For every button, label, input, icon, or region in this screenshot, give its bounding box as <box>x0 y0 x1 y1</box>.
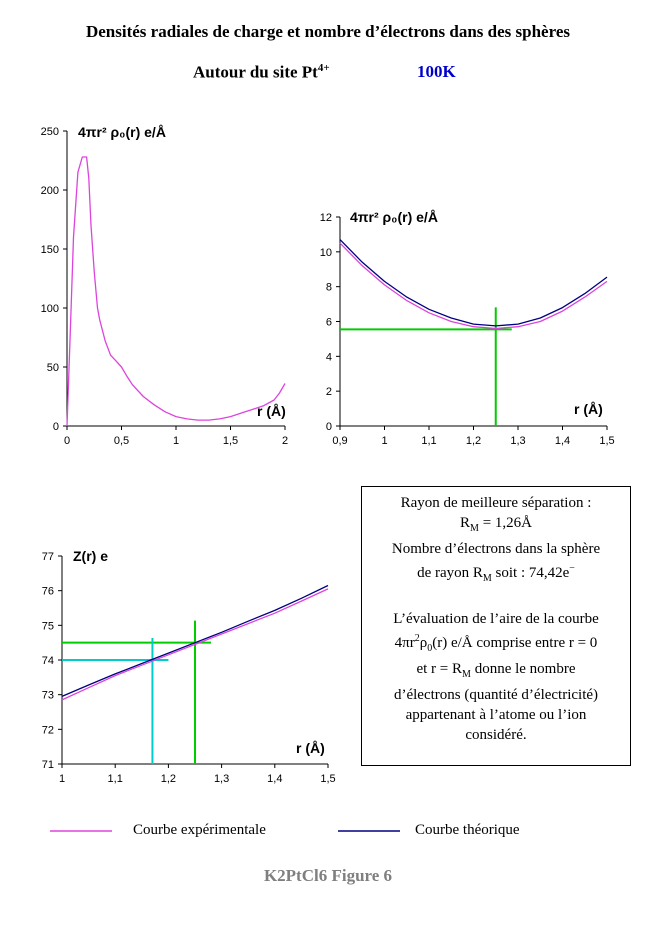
y-tick-label: 71 <box>42 759 54 771</box>
y-tick-label: 0 <box>326 421 332 433</box>
legend-theoretical: Courbe théorique <box>415 822 520 838</box>
y-axis-label: 4πr² ρ₀(r) e/Å <box>78 124 166 140</box>
y-tick-label: 200 <box>41 185 59 197</box>
chart-1: 0 0,5 1 1,5 2 0 50 100 150 200 250 4πr² ρ₀(r) e/Å r … <box>41 124 288 447</box>
y-tick-label: 4 <box>326 351 332 363</box>
y-tick-label: 2 <box>326 386 332 398</box>
y-axis-label: 4πr² ρ₀(r) e/Å <box>350 209 438 225</box>
page-title: Densités radiales de charge et nombre d’… <box>85 22 570 41</box>
info-line: et r = RM donne le nombre <box>416 661 576 680</box>
x-tick-label: 2 <box>282 435 288 447</box>
x-tick-label: 1,3 <box>214 773 229 785</box>
y-tick-label: 72 <box>42 724 54 736</box>
y-tick-label: 10 <box>320 247 332 259</box>
x-tick-label: 1 <box>59 773 65 785</box>
y-tick-label: 74 <box>42 655 54 667</box>
x-tick-label: 1 <box>173 435 179 447</box>
x-axis-label: r (Å) <box>257 403 286 419</box>
site-subtitle: Autour du site Pt4+ <box>193 62 330 83</box>
info-line: considéré. <box>465 727 527 743</box>
x-tick-label: 1,5 <box>223 435 238 447</box>
x-tick-label: 1,2 <box>161 773 176 785</box>
y-tick-label: 12 <box>320 212 332 224</box>
x-tick-label: 0 <box>64 435 70 447</box>
y-tick-label: 77 <box>42 551 54 563</box>
site-subtitle-text: Autour du site Pt <box>193 62 318 82</box>
series-line-theoretical <box>61 584 329 697</box>
series-line-experimental <box>339 242 608 330</box>
x-tick-label: 1,1 <box>421 435 436 447</box>
y-tick-label: 0 <box>53 421 59 433</box>
site-charge: 4+ <box>317 62 330 74</box>
x-tick-label: 1,1 <box>108 773 123 785</box>
chart-2: 0,9 1 1,1 1,2 1,3 1,4 1,5 0 2 4 6 8 10 12 4πr² ρ₀(r) e… <box>320 209 615 447</box>
y-tick-label: 250 <box>41 126 59 138</box>
info-line: d’électrons (quantité d’électricité) <box>393 687 599 703</box>
x-axis-label: r (Å) <box>296 740 325 756</box>
y-axis-label: Z(r) e <box>73 548 108 564</box>
y-tick-label: 76 <box>42 586 54 598</box>
x-tick-label: 0,9 <box>332 435 347 447</box>
info-line: 4πr2ρ0(r) e/Å comprise entre r = 0 <box>394 633 598 654</box>
x-tick-label: 1,4 <box>267 773 282 785</box>
info-line: Rayon de meilleure séparation : <box>400 495 592 511</box>
x-tick-label: 1 <box>381 435 387 447</box>
temperature-label: 100K <box>417 62 456 81</box>
series-line-experimental <box>61 588 329 701</box>
y-tick-label: 73 <box>42 690 54 702</box>
figure-caption: K2PtCl6 Figure 6 <box>263 866 393 885</box>
info-line: L’évaluation de l’aire de la courbe <box>393 611 599 627</box>
y-tick-label: 150 <box>41 244 59 256</box>
x-tick-label: 1,5 <box>599 435 614 447</box>
y-tick-label: 100 <box>41 303 59 315</box>
y-tick-label: 6 <box>326 317 332 329</box>
x-tick-label: 1,2 <box>466 435 481 447</box>
legend-experimental: Courbe expérimentale <box>133 822 266 838</box>
info-line: Nombre d’électrons dans la sphère <box>391 541 601 557</box>
info-spacer <box>366 589 626 609</box>
y-tick-label: 75 <box>42 620 54 632</box>
x-axis-label: r (Å) <box>574 401 603 417</box>
x-tick-label: 0,5 <box>114 435 129 447</box>
x-tick-label: 1,4 <box>555 435 570 447</box>
chart-3: 1 1,1 1,2 1,3 1,4 1,5 71 72 73 74 75 76 77 Z(r) e r (Å… <box>42 548 336 785</box>
x-tick-label: 1,3 <box>510 435 525 447</box>
info-textbox: Rayon de meilleure séparation : RM = 1,2… <box>361 486 631 766</box>
info-line: appartenant à l’atome ou l’ion <box>405 707 587 723</box>
series-line-experimental <box>66 156 286 427</box>
y-tick-label: 8 <box>326 282 332 294</box>
info-line: de rayon RM soit : 74,42e− <box>417 563 575 584</box>
info-line: RM = 1,26Å <box>460 515 532 534</box>
y-tick-label: 50 <box>47 362 59 374</box>
series-line-theoretical <box>339 239 608 327</box>
x-tick-label: 1,5 <box>320 773 335 785</box>
